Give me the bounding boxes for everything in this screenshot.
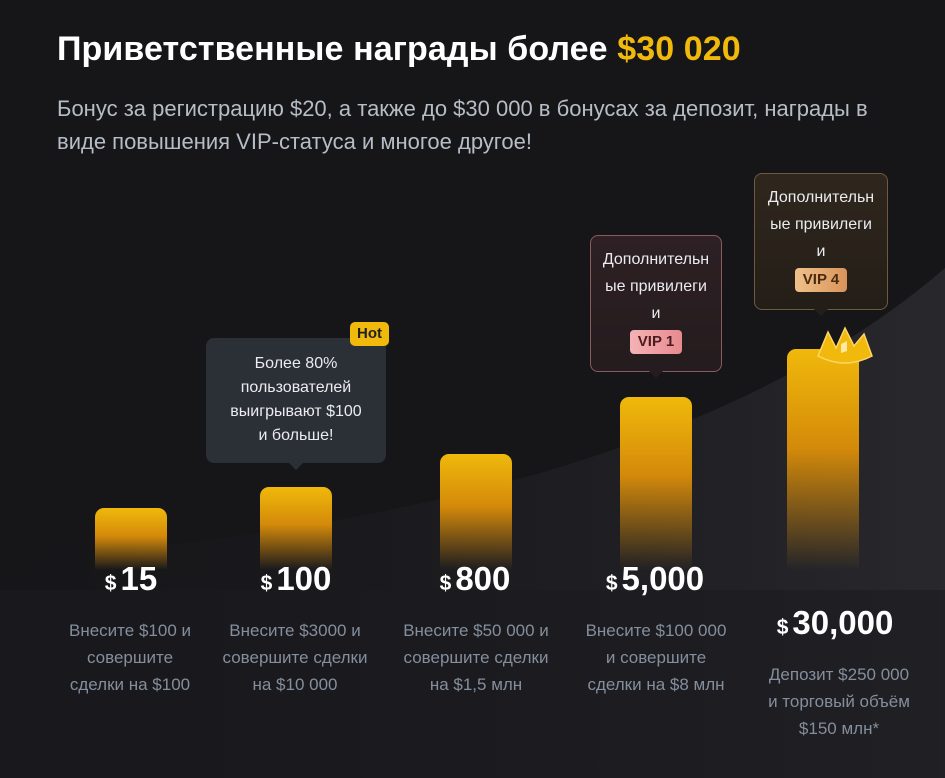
vip-1-badge: VIP 1	[629, 330, 683, 354]
currency-sign: $	[260, 572, 273, 595]
tier-3-amount-value: 800	[455, 560, 511, 597]
vip-4-badge: VIP 4	[794, 268, 848, 292]
tier-3-bar	[440, 454, 512, 570]
tier-3-description: Внесите $50 000 и совершите сделки на $1…	[403, 621, 549, 694]
tier-5-description: Депозит $250 000 и торговый объём $150 м…	[768, 665, 910, 738]
tier-3-amount: $800	[400, 560, 550, 598]
currency-sign: $	[439, 572, 452, 595]
tier-5-amount: $30,000	[760, 604, 910, 642]
tier-2-bar	[260, 487, 332, 570]
currency-sign: $	[776, 616, 789, 639]
tier-4-amount-value: 5,000	[621, 560, 705, 597]
hot-badge: Hot	[350, 322, 389, 346]
tier-4-tooltip-text: Дополнительные привилегии	[602, 251, 710, 322]
page-subtitle: Бонус за регистрацию $20, а также до $30…	[57, 96, 868, 154]
tier-4-tooltip: Дополнительные привилегии VIP 1	[590, 235, 722, 378]
currency-sign: $	[104, 572, 117, 595]
page-title: Приветственные награды более $30 020	[57, 30, 741, 69]
tier-1-amount-value: 15	[120, 560, 158, 597]
tier-2-description: Внесите $3000 и совершите сделки на $10 …	[222, 621, 368, 694]
currency-sign: $	[605, 572, 618, 595]
tier-2-tooltip-text: Более 80% пользователей выигрывают $100 …	[230, 355, 362, 444]
tier-5-amount-value: 30,000	[792, 604, 894, 641]
tier-5-bar	[787, 349, 859, 570]
tier-2-amount-value: 100	[276, 560, 332, 597]
tier-4-description: Внесите $100 000 и совершите сделки на $…	[585, 621, 727, 694]
tier-1-amount: $15	[56, 560, 206, 598]
tier-4-amount: $5,000	[580, 560, 730, 598]
tier-5-tooltip: Дополнительные привилегии VIP 4	[754, 173, 888, 316]
tier-4-bar	[620, 397, 692, 570]
title-amount: $30 020	[617, 30, 741, 68]
tier-2-tooltip: Более 80% пользователей выигрывают $100 …	[206, 338, 386, 470]
tier-5-tooltip-text: Дополнительные привилегии	[767, 189, 875, 260]
tier-2-amount: $100	[221, 560, 371, 598]
tier-1-bar	[95, 508, 167, 570]
crown-icon	[817, 326, 873, 364]
tier-1-description: Внесите $100 и совершите сделки на $100	[69, 621, 191, 694]
title-text: Приветственные награды более	[57, 30, 608, 68]
